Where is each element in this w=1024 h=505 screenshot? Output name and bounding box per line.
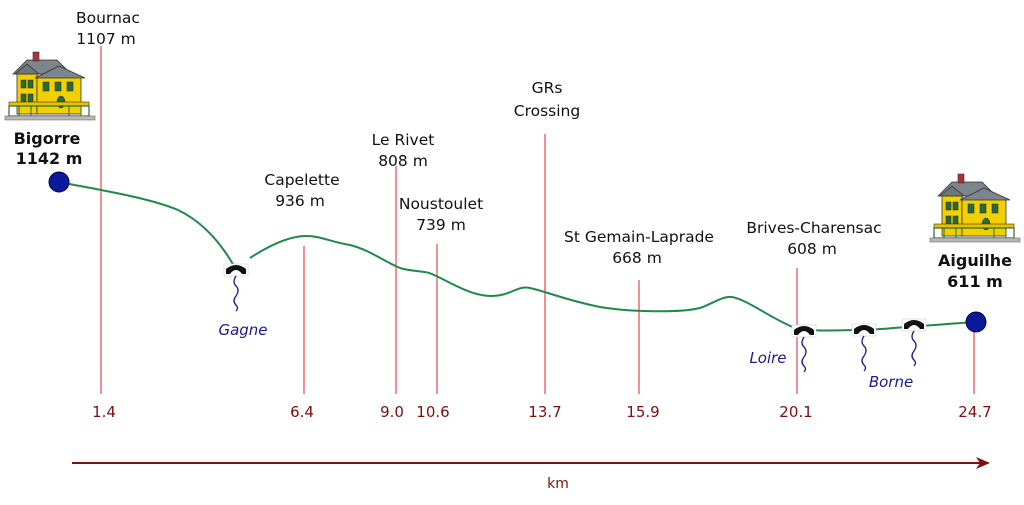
place-name-crossing: Crossing: [514, 102, 580, 120]
river-label-loire: Loire: [749, 349, 786, 367]
place-name-le-rivet: Le Rivet: [372, 131, 435, 149]
place-elev-noustoulet: 739 m: [416, 216, 466, 234]
start-point-marker: [48, 171, 70, 193]
km-label: 10.6: [416, 403, 449, 421]
km-label: 15.9: [626, 403, 659, 421]
km-label: 9.0: [380, 403, 404, 421]
km-label: 20.1: [779, 403, 812, 421]
start-elevation-label: 1142 m: [16, 149, 83, 168]
km-label: 13.7: [528, 403, 561, 421]
end-name-label: Aiguilhe: [938, 251, 1012, 270]
elevation-profile-line: [58, 181, 977, 332]
bridge-icon: [791, 324, 817, 373]
place-elev-brives: 608 m: [787, 240, 837, 258]
end-elevation-label: 611 m: [947, 272, 1003, 291]
place-name-capelette: Capelette: [264, 171, 339, 189]
place-elev-st-gemain: 668 m: [612, 249, 662, 267]
km-label: 24.7: [958, 403, 991, 421]
km-label: 6.4: [290, 403, 314, 421]
house-icon: [929, 173, 1021, 243]
place-name-grs: GRs: [532, 79, 563, 97]
house-icon: [4, 51, 96, 121]
km-label: 1.4: [92, 403, 116, 421]
river-label-gagne: Gagne: [218, 321, 267, 339]
river-label-borne: Borne: [869, 373, 913, 391]
bridge-icon: [901, 318, 927, 367]
place-name-bournac: Bournac: [76, 9, 140, 27]
end-point-marker: [965, 311, 987, 333]
place-name-noustoulet: Noustoulet: [399, 195, 483, 213]
start-name-label: Bigorre: [14, 129, 81, 148]
bridge-icon: [223, 263, 249, 312]
place-name-brives: Brives-Charensac: [746, 219, 881, 237]
axis-unit-label: km: [547, 476, 569, 492]
place-elev-le-rivet: 808 m: [378, 152, 428, 170]
place-name-st-gemain: St Gemain-Laprade: [564, 228, 714, 246]
place-elev-bournac: 1107 m: [76, 30, 135, 48]
place-elev-capelette: 936 m: [275, 192, 325, 210]
bridge-icon: [851, 323, 877, 372]
